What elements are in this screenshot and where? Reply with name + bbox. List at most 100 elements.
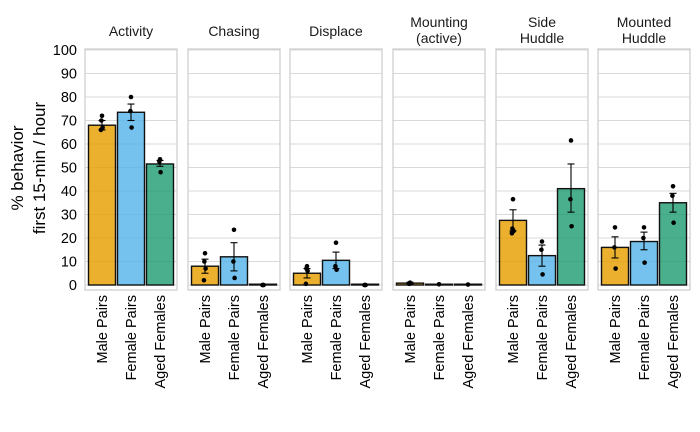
x-tick-label: Female Pairs [535, 295, 551, 380]
data-point [642, 260, 647, 265]
data-point [612, 225, 618, 230]
x-tick-label: Male Pairs [198, 295, 214, 364]
data-point [261, 282, 266, 288]
x-tick-label: Aged Females [153, 295, 169, 389]
data-point [568, 196, 573, 202]
x-tick-label: Male Pairs [300, 295, 316, 364]
x-tick-label: Male Pairs [403, 295, 419, 364]
data-point [202, 250, 208, 256]
facet-title: Side [528, 14, 556, 30]
facet-panel: Mounting(active) Male Pairs Female Pairs Ag… [392, 14, 486, 389]
y-axis-ticks: 0 10 20 30 40 50 60 70 80 90 100 [53, 43, 77, 294]
x-tick-label: Male Pairs [95, 295, 111, 364]
data-point [202, 259, 207, 264]
facet-title: (active) [416, 30, 462, 46]
data-point [539, 247, 544, 253]
y-axis-title: % behavior first 15-min / hour [8, 102, 49, 235]
data-point [641, 235, 646, 241]
data-point [303, 281, 309, 287]
panel-border [392, 48, 486, 291]
x-tick-label: Aged Females [256, 295, 272, 389]
data-point [613, 266, 618, 271]
y-tick-label: 0 [69, 278, 77, 294]
data-point [232, 275, 237, 281]
x-tick-label: Female Pairs [329, 295, 345, 380]
x-tick-label: Female Pairs [432, 295, 448, 380]
facet-title: Huddle [520, 30, 565, 46]
data-point [569, 223, 574, 229]
data-point [436, 281, 442, 287]
y-tick-label: 40 [61, 184, 77, 200]
facet-panel: Chasing Male Pairs Female Pairs Aged Female… [187, 23, 281, 389]
y-axis-title-line-1: % behavior [8, 125, 27, 210]
panel-border [187, 48, 281, 291]
data-point [99, 118, 104, 123]
y-tick-label: 30 [61, 208, 77, 224]
data-point [201, 278, 207, 283]
data-point [231, 259, 236, 264]
facet-panel: Activity Male Pairs Female Pairs Aged Femal… [84, 23, 178, 389]
data-point [128, 94, 134, 100]
y-tick-label: 100 [53, 43, 77, 59]
bar [658, 202, 688, 286]
data-point [568, 138, 574, 143]
data-point [509, 231, 515, 236]
data-point [510, 196, 516, 202]
y-tick-label: 20 [61, 231, 77, 247]
bar [116, 111, 146, 286]
x-tick-label: Aged Females [564, 295, 580, 389]
facet-title: Huddle [622, 30, 667, 46]
x-tick-label: Aged Females [358, 295, 374, 389]
x-tick-label: Male Pairs [608, 295, 624, 364]
x-tick-label: Aged Females [461, 295, 477, 389]
data-point [231, 227, 237, 233]
data-point [670, 184, 676, 189]
facet-panel: Displace Male Pairs Female Pairs Aged Femal… [289, 23, 383, 389]
bar [145, 163, 175, 286]
y-tick-label: 90 [61, 67, 77, 83]
x-tick-label: Female Pairs [227, 295, 243, 380]
x-tick-label: Female Pairs [124, 295, 140, 380]
facet-title: Mounted [617, 14, 671, 30]
bar [87, 124, 117, 286]
facet-title: Displace [309, 23, 363, 39]
panel-border [495, 48, 589, 291]
y-tick-label: 60 [61, 137, 77, 153]
data-point [333, 240, 339, 245]
data-point [363, 282, 368, 288]
data-point [641, 225, 647, 230]
data-point [98, 127, 104, 133]
y-tick-label: 10 [61, 255, 77, 271]
data-point [612, 245, 617, 250]
data-point [670, 193, 675, 198]
data-point [540, 272, 545, 277]
facet-panels: Activity Male Pairs Female Pairs Aged Femal… [84, 14, 691, 389]
facet-title: Chasing [208, 23, 259, 39]
facet-title: Mounting [410, 14, 468, 30]
panel-border [84, 48, 178, 291]
x-tick-label: Male Pairs [506, 295, 522, 364]
data-point [99, 113, 105, 119]
data-point [671, 220, 676, 226]
data-point [129, 125, 134, 130]
data-point [465, 282, 471, 287]
data-point [539, 239, 545, 244]
panel-border [597, 48, 691, 291]
data-point [158, 169, 163, 175]
facet-title: Activity [109, 23, 153, 39]
y-tick-label: 80 [61, 90, 77, 106]
y-axis-title-line-2: first 15-min / hour [30, 102, 49, 235]
y-tick-label: 50 [61, 161, 77, 177]
data-point [128, 108, 133, 114]
data-point [334, 267, 339, 273]
data-point [333, 263, 338, 269]
data-point [203, 266, 208, 271]
data-point [305, 268, 310, 274]
data-point [407, 281, 412, 287]
x-tick-label: Aged Females [666, 295, 682, 389]
y-tick-label: 70 [61, 114, 77, 130]
data-point [157, 159, 162, 164]
